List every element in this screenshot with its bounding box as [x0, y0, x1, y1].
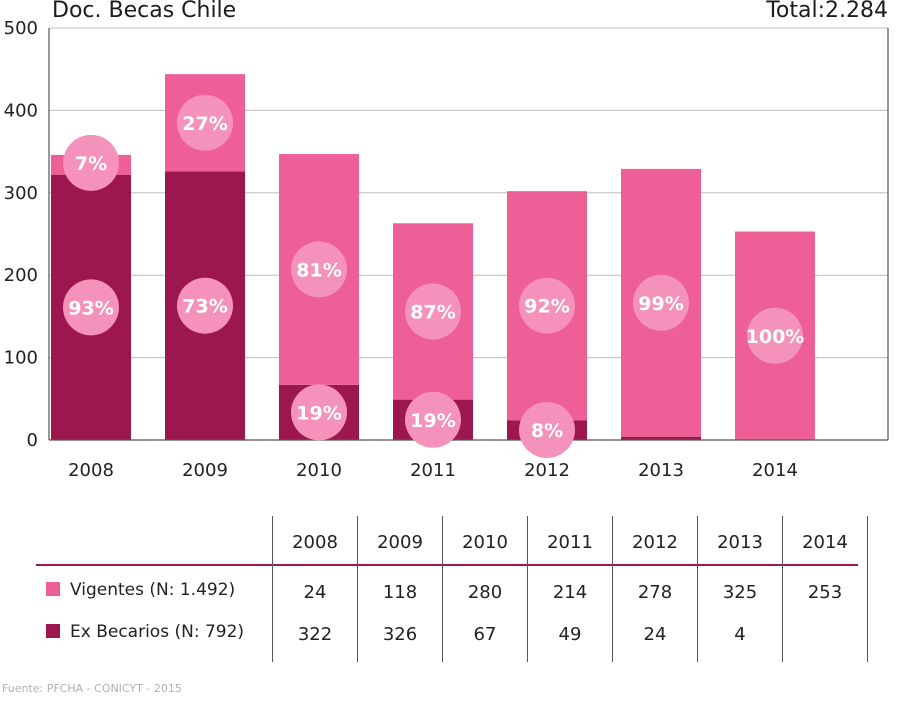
table-year-header: 2012	[632, 532, 678, 553]
percent-circle-vig-2013	[633, 274, 689, 331]
percent-circle-ex-2010	[291, 384, 347, 441]
percent-label-vig-2010: 81%	[296, 259, 341, 281]
percent-circle-vig-2008	[63, 134, 119, 191]
percent-label-vig-2008: 7%	[75, 153, 107, 175]
table-cell: 322	[297, 624, 333, 645]
x-tick-label: 2011	[410, 460, 456, 481]
table-column-divider	[867, 516, 868, 662]
vigentes-swatch	[46, 582, 60, 596]
percent-circle-vig-2010	[291, 241, 347, 298]
ex-becarios-swatch	[46, 624, 60, 638]
table-cell: 325	[722, 582, 758, 603]
table-cell: 67	[473, 624, 497, 645]
x-tick-label: 2013	[638, 460, 684, 481]
y-tick-label: 300	[4, 183, 38, 204]
table-column-divider	[357, 516, 358, 662]
percent-label-ex-2008: 93%	[68, 297, 113, 319]
table-year-header: 2008	[292, 532, 338, 553]
stacked-bar-chart: 0 100 200 300 400 500 2008 2009 2010 2011 2012 2013…	[4, 18, 889, 481]
percent-circle-ex-2008	[63, 279, 119, 336]
table-column-divider	[697, 516, 698, 662]
x-tick-label: 2010	[296, 460, 342, 481]
percent-label-vig-2014: 100%	[746, 326, 805, 348]
percent-circle-vig-2012	[519, 277, 575, 334]
table-column-divider	[442, 516, 443, 662]
table-year-header: 2009	[377, 532, 423, 553]
source-note: Fuente: PFCHA - CONICYT - 2015	[2, 682, 182, 695]
table-cell: 24	[303, 582, 327, 603]
table-header-rule	[36, 564, 858, 566]
axes: 0 100 200 300 400 500 2008 2009 2010 2011 2012 2013…	[4, 18, 889, 481]
table-column-divider	[612, 516, 613, 662]
table-cell: 24	[643, 624, 667, 645]
row-label-ex-becarios-text: Ex Becarios (N: 792)	[70, 622, 245, 642]
y-tick-label: 400	[4, 100, 38, 121]
table-cell: 326	[382, 624, 418, 645]
percent-circle-ex-2009	[177, 277, 233, 334]
table-cell: 280	[467, 582, 503, 603]
table-cell: 4	[734, 624, 746, 645]
percent-circle-vig-2011	[405, 283, 461, 340]
total-label: Total:2.284	[766, 0, 888, 23]
table-column-divider	[272, 516, 273, 662]
table-cell: 214	[552, 582, 588, 603]
table-cell: 118	[382, 582, 418, 603]
row-label-ex-becarios: Ex Becarios (N: 792)	[46, 622, 244, 642]
row-label-vigentes: Vigentes (N: 1.492)	[46, 580, 235, 600]
percent-label-vig-2012: 92%	[524, 296, 569, 318]
percent-circle-ex-2011	[405, 391, 461, 448]
table-cell: 278	[637, 582, 673, 603]
table-year-header: 2010	[462, 532, 508, 553]
table-column-divider	[782, 516, 783, 662]
percent-label-ex-2012: 8%	[531, 420, 563, 442]
y-tick-label: 100	[4, 348, 38, 369]
y-tick-label: 0	[27, 430, 38, 451]
x-tick-label: 2014	[752, 460, 798, 481]
bar-ex-becarios-2013	[621, 436, 701, 440]
percent-circle-ex-2012	[519, 402, 575, 458]
x-tick-label: 2009	[182, 460, 228, 481]
row-label-vigentes-text: Vigentes (N: 1.492)	[70, 580, 236, 600]
percent-label-vig-2013: 99%	[638, 293, 683, 315]
percent-label-vig-2009: 27%	[182, 113, 227, 135]
percent-label-vig-2011: 87%	[410, 301, 455, 323]
percent-label-ex-2011: 19%	[410, 410, 455, 432]
table-cell: 49	[558, 624, 582, 645]
y-tick-label: 200	[4, 265, 38, 286]
chart-title: Doc. Becas Chile	[52, 0, 237, 23]
percent-circle-vig-2014	[747, 307, 803, 364]
table-year-header: 2011	[547, 532, 593, 553]
table-year-header: 2014	[802, 532, 848, 553]
table-year-header: 2013	[717, 532, 763, 553]
percent-label-ex-2010: 19%	[296, 402, 341, 424]
table-column-divider	[527, 516, 528, 662]
bars	[51, 74, 815, 440]
percent-circle-vig-2009	[177, 94, 233, 151]
x-tick-label: 2012	[524, 460, 570, 481]
percent-label-ex-2009: 73%	[182, 296, 227, 318]
data-table: 2008 2009 2010 2011 2012 2013 2014 Vigentes (N…	[36, 516, 868, 662]
percent-labels: 93% 7% 73% 27% 19% 81% 19% 87% 8% 92% 99% 100%	[63, 94, 805, 458]
x-tick-label: 2008	[68, 460, 114, 481]
y-tick-label: 500	[4, 18, 38, 39]
table-cell: 253	[807, 582, 843, 603]
